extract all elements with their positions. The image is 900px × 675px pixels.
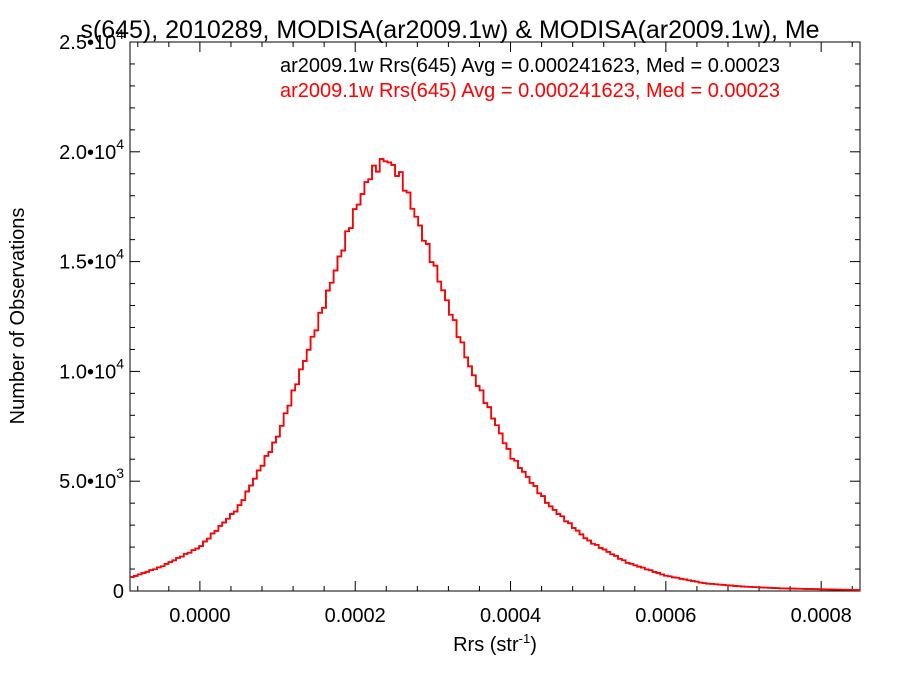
chart-title: s(645), 2010289, MODISA(ar2009.1w) & MOD… [80,16,819,44]
y-tick-mantissa: 5.0•10 [59,471,116,493]
x-axis-label: Rrs (str-1) [453,631,537,656]
x-axis-label-close: ) [530,634,537,656]
y-tick-mantissa: 0 [113,581,124,603]
y-tick-exponent: 4 [116,246,124,262]
y-tick-mantissa: 1.0•10 [59,361,116,383]
x-tick-label: 0.0008 [791,605,852,627]
legend-entry-red: ar2009.1w Rrs(645) Avg = 0.000241623, Me… [280,80,780,102]
y-tick-mantissa: 2.0•10 [59,142,116,164]
x-tick-label: 0.0006 [635,605,696,627]
y-tick-label: 2.0•104 [59,136,124,164]
y-tick-exponent: 4 [116,26,124,42]
x-tick-label: 0.0000 [169,605,230,627]
y-tick-label: 1.0•104 [59,355,124,383]
plot-area [129,41,861,592]
x-tick-label: 0.0002 [325,605,386,627]
plot-frame [129,41,861,592]
y-tick-label: 2.5•104 [59,26,124,54]
y-tick-exponent: 3 [116,465,124,481]
series-layer [130,158,860,591]
y-tick-exponent: 4 [116,355,124,371]
y-tick-exponent: 4 [116,136,124,152]
x-axis-ticks: 0.0000 0.0002 0.0004 0.0006 0.0008 [137,42,853,627]
series-0-line [130,158,860,591]
x-axis-label-text: Rrs (str [453,634,519,656]
x-axis-label-sup: -1 [519,631,531,646]
legend-entry-black: ar2009.1w Rrs(645) Avg = 0.000241623, Me… [280,55,780,77]
x-tick-label: 0.0004 [480,605,541,627]
y-tick-mantissa: 2.5•10 [59,32,116,54]
series-1-line [130,158,860,591]
y-axis-label: Number of Observations [7,208,29,425]
y-tick-label: 0 [113,581,124,603]
y-tick-mantissa: 1.5•10 [59,252,116,274]
y-tick-label: 1.5•104 [59,246,124,274]
y-tick-label: 5.0•103 [59,465,124,493]
